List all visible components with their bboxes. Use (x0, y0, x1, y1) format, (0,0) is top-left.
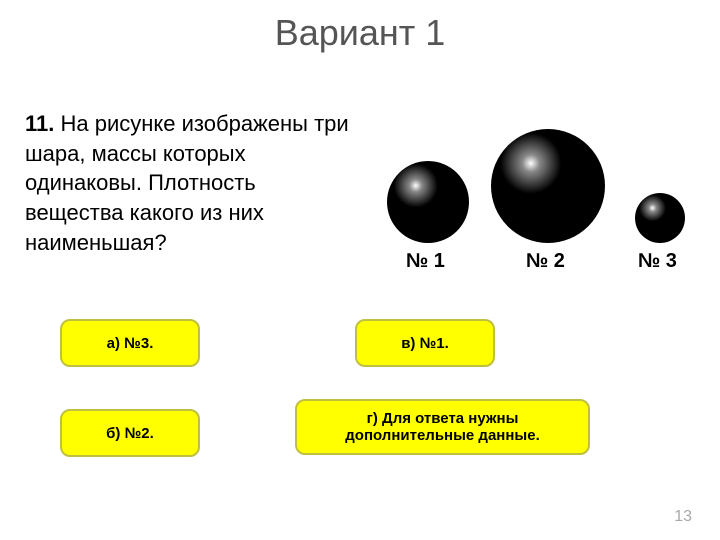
page-title: Вариант 1 (0, 0, 720, 54)
answer-g-button[interactable]: г) Для ответа нужны дополнительные данны… (295, 399, 590, 455)
spheres-figure: № 1 № 2 № 3 (370, 109, 695, 289)
sphere-3 (635, 193, 685, 243)
sphere-1 (387, 161, 469, 243)
sphere-2 (491, 129, 605, 243)
answers-area: а) №3. б) №2. в) №1. г) Для ответа нужны… (0, 319, 720, 519)
sphere-label-2: № 2 (526, 250, 565, 273)
page-number: 13 (674, 508, 692, 526)
question-body: На рисунке изображены три шара, массы ко… (25, 111, 349, 255)
answer-b-button[interactable]: б) №2. (60, 409, 200, 457)
sphere-label-1: № 1 (406, 250, 445, 273)
question-number: 11. (25, 111, 54, 136)
content-row: 11. На рисунке изображены три шара, масс… (0, 109, 720, 289)
answer-a-button[interactable]: а) №3. (60, 319, 200, 367)
sphere-label-3: № 3 (638, 250, 677, 273)
answer-v-button[interactable]: в) №1. (355, 319, 495, 367)
question-text: 11. На рисунке изображены три шара, масс… (25, 109, 360, 289)
